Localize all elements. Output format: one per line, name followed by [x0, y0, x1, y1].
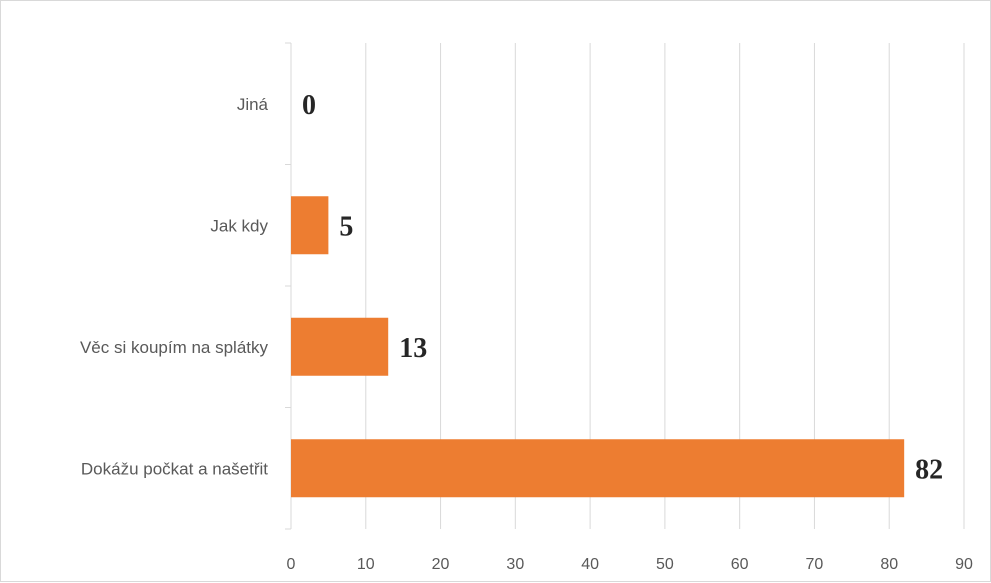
- x-tick-label-30: 30: [506, 556, 524, 573]
- x-tick-labels: 0 10 20 30 40 50 60 70 80 90: [287, 556, 973, 573]
- x-tick-label-40: 40: [581, 556, 599, 573]
- category-label-1: Jak kdy: [210, 216, 268, 235]
- gridlines: [365, 43, 965, 529]
- data-label-2: 13: [399, 333, 427, 364]
- bar-1: [291, 196, 329, 255]
- x-tick-label-0: 0: [287, 556, 296, 573]
- x-tick-label-90: 90: [955, 556, 973, 573]
- bars: [291, 196, 905, 498]
- data-labels: 0 5 13 82: [302, 90, 943, 486]
- x-tick-label-20: 20: [432, 556, 450, 573]
- category-label-0: Jiná: [237, 95, 269, 114]
- bar-3: [291, 439, 905, 498]
- data-label-3: 82: [915, 454, 943, 485]
- x-tick-label-10: 10: [357, 556, 375, 573]
- data-label-1: 5: [339, 211, 353, 242]
- category-axis: [285, 42, 292, 530]
- data-label-0: 0: [302, 90, 316, 121]
- x-tick-label-80: 80: [880, 556, 898, 573]
- x-tick-label-60: 60: [731, 556, 749, 573]
- category-label-3: Dokážu počkat a našetřit: [81, 459, 268, 478]
- category-labels: Jiná Jak kdy Věc si koupím na splátky Dokáž…: [80, 95, 269, 479]
- category-label-2: Věc si koupím na splátky: [80, 338, 269, 357]
- x-tick-label-50: 50: [656, 556, 674, 573]
- x-tick-label-70: 70: [806, 556, 824, 573]
- bar-2: [291, 317, 389, 376]
